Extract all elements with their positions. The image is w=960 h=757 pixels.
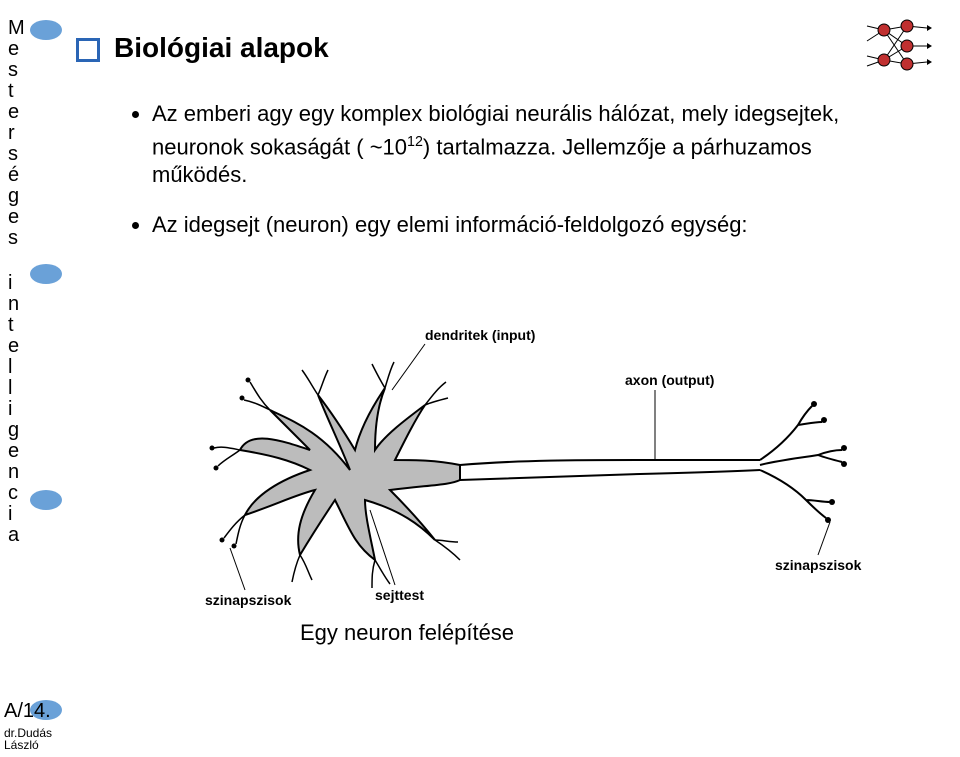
side-letter: i [8,399,25,420]
bullet-1: Az emberi agy egy komplex biológiai neur… [152,100,848,189]
side-letter: M [8,18,25,39]
side-letter: e [8,207,25,228]
slide-title: Biológiai alapok [114,32,329,64]
side-letter: i [8,504,25,525]
side-letter: e [8,441,25,462]
side-letter: n [8,462,25,483]
side-letter: g [8,186,25,207]
side-letter: e [8,102,25,123]
slide: { "sidebar": { "word1": ["M","e","s","t"… [0,0,960,757]
side-letter: l [8,357,25,378]
fig-label-synapse-left: szinapszisok [205,592,292,608]
deco-oval [30,490,62,510]
superscript: 12 [407,134,423,150]
side-letter: r [8,123,25,144]
side-letter: s [8,228,25,249]
author-credit: dr.Dudás László [4,727,52,751]
author-line: László [4,738,39,752]
deco-oval [30,264,62,284]
fig-label-sejttest: sejttest [375,587,424,603]
body-text: Az emberi agy egy komplex biológiai neur… [128,100,848,261]
side-letter: n [8,294,25,315]
fig-label-axon: axon (output) [625,372,714,388]
side-letter: a [8,525,25,546]
side-letter: s [8,144,25,165]
side-letter: i [8,273,25,294]
fig-label-dendrites: dendritek (input) [425,327,535,343]
page-number: A/14. [4,700,51,723]
side-letter: s [8,60,25,81]
side-letter: é [8,165,25,186]
deco-oval [30,20,62,40]
side-letter: l [8,378,25,399]
sidebar-letters: M e s t e r s é g e s i n t e l l i g e … [8,18,25,546]
fig-label-synapse-right: szinapszisok [775,557,862,573]
side-letter: e [8,39,25,60]
bullet-2: Az idegsejt (neuron) egy elemi informáci… [152,211,848,239]
side-letter: c [8,483,25,504]
network-icon [862,16,932,76]
side-letter: t [8,315,25,336]
side-letter: t [8,81,25,102]
title-bullet-icon [76,38,100,62]
figure-caption: Egy neuron felépítése [300,620,514,646]
neuron-diagram: dendritek (input) axon (output) sejttest… [200,310,880,610]
side-letter: g [8,420,25,441]
side-letter: e [8,336,25,357]
